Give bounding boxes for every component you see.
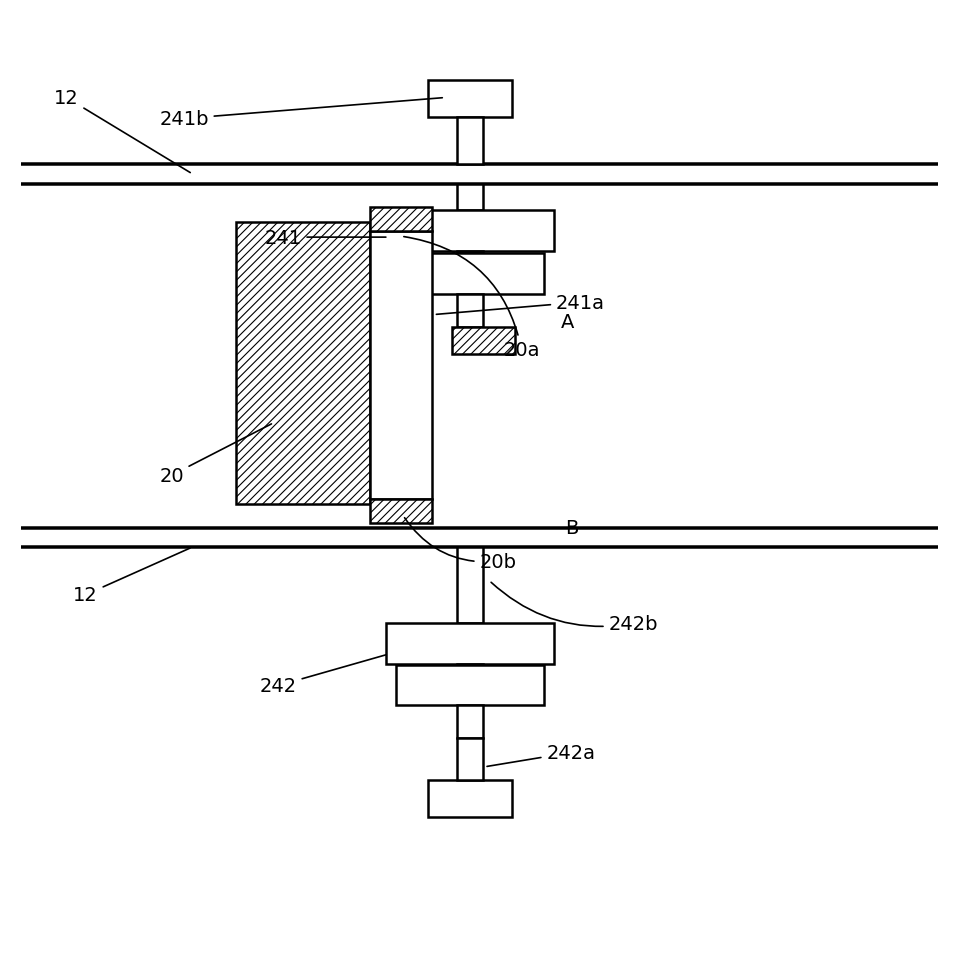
Text: 242b: 242b <box>491 582 658 633</box>
Text: B: B <box>566 519 579 538</box>
Bar <box>456 185 483 211</box>
Text: 12: 12 <box>54 89 190 173</box>
Bar <box>456 251 483 254</box>
Bar <box>456 705 483 738</box>
Text: 242: 242 <box>260 655 386 696</box>
Bar <box>386 624 553 664</box>
Bar <box>456 117 483 165</box>
Bar <box>456 548 483 624</box>
Bar <box>456 294 483 328</box>
Bar <box>428 82 512 117</box>
Text: 241b: 241b <box>159 99 442 129</box>
Text: 241a: 241a <box>436 293 605 315</box>
Bar <box>396 254 544 294</box>
Bar <box>396 665 544 705</box>
Text: 20a: 20a <box>404 237 540 360</box>
Bar <box>452 328 515 355</box>
Text: 20: 20 <box>159 425 271 485</box>
Text: 241: 241 <box>265 229 386 247</box>
Text: 12: 12 <box>73 549 190 604</box>
Bar <box>428 780 512 817</box>
Text: 20b: 20b <box>405 518 517 571</box>
Text: 242a: 242a <box>487 743 596 767</box>
Bar <box>369 500 432 524</box>
Bar <box>236 223 369 505</box>
Bar <box>386 211 553 251</box>
Bar <box>369 209 432 233</box>
Text: A: A <box>561 312 574 332</box>
Bar <box>456 738 483 780</box>
Bar <box>369 233 432 500</box>
